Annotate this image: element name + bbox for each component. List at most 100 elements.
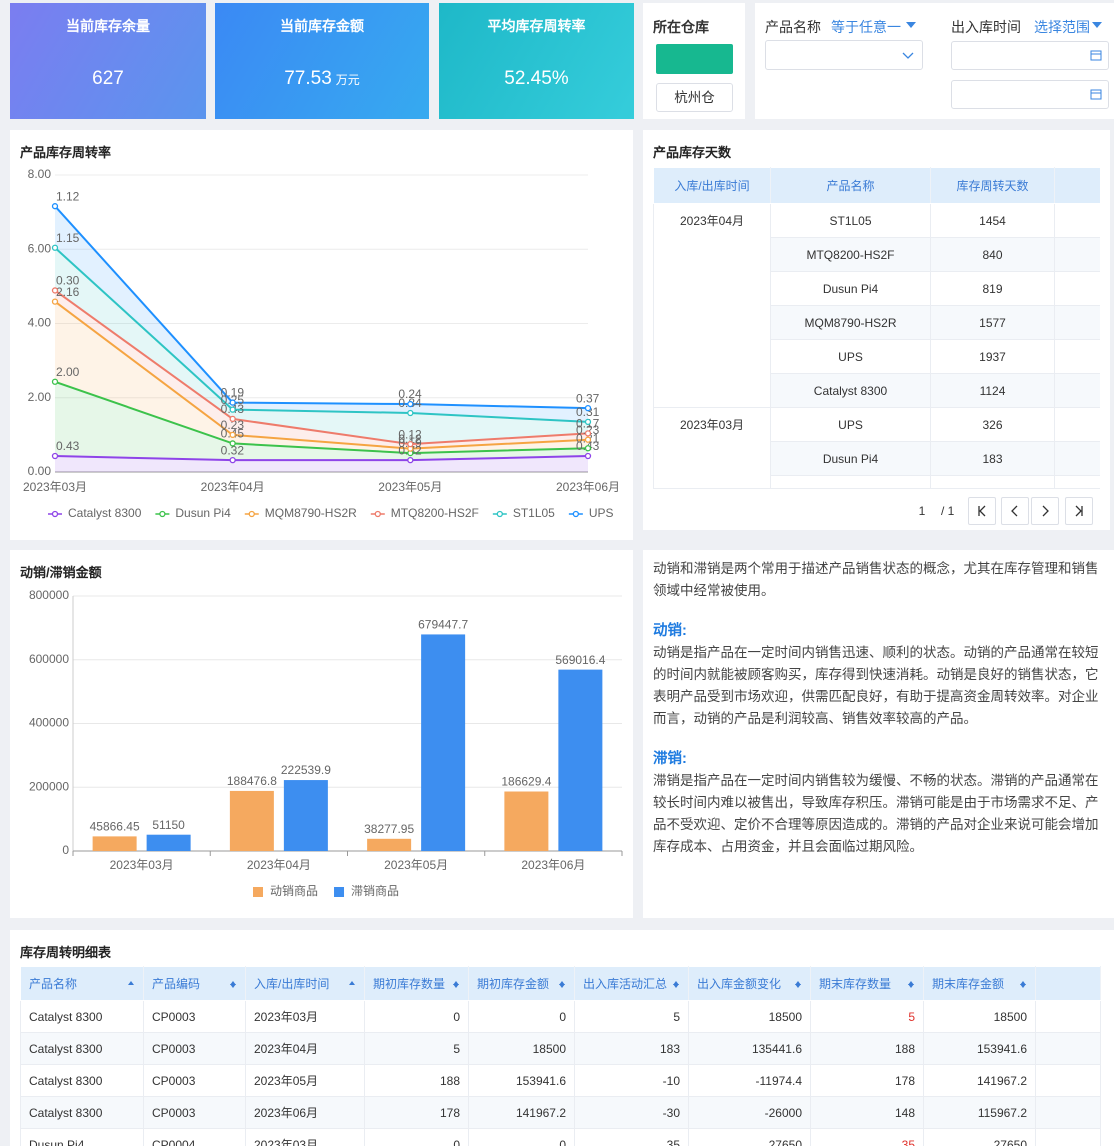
header-row: 入库/出库时间 产品名称 库存周转天数 (653, 167, 1100, 204)
cell: 0 (468, 1128, 575, 1146)
warehouse-button[interactable] (656, 44, 733, 74)
page-next[interactable] (1031, 497, 1059, 525)
cell: Catalyst 8300 (20, 1000, 144, 1033)
column-header: 入库/出库时间 (653, 167, 771, 204)
cell: 840 (930, 237, 1055, 272)
date-end[interactable] (951, 80, 1109, 109)
kpi-label: 当前库存余量 (66, 18, 150, 34)
cell: MTQ8200-HS2F (770, 237, 931, 272)
point (407, 441, 414, 448)
legend-label: UPS (589, 506, 614, 520)
icon (1011, 505, 1018, 517)
series-line (54, 247, 589, 423)
y-tick-label: 600000 (29, 652, 69, 666)
legend-swatch (253, 887, 263, 897)
cell: Dusun Pi4 (20, 1128, 144, 1146)
cell: 2023年03月 (245, 1128, 365, 1146)
column-header[interactable]: 出入库金额变化 (688, 966, 811, 1001)
value-label: 679447.7 (418, 618, 468, 632)
notes-heading: 滞销: (653, 751, 687, 767)
x-tick-label: 2023年06月 (521, 858, 585, 872)
value-label: 2.00 (56, 365, 80, 379)
column-header: 库存周转天数 (930, 167, 1055, 204)
column-header[interactable]: 产品编码 (143, 966, 246, 1001)
column-header[interactable]: 期初库存数量 (364, 966, 469, 1001)
column-header[interactable]: 出入库活动汇总 (574, 966, 689, 1001)
y-tick-label: 0.00 (28, 464, 52, 478)
page-total: / 1 (941, 504, 955, 518)
warehouse-option[interactable]: 杭州仓 (656, 83, 733, 112)
bar-panel: 动销/滞销金额 0 200000 400000 600000 800000 2023年03… (10, 550, 633, 918)
y-tick-label: 800000 (29, 588, 69, 602)
value-label: 0.23 (576, 423, 600, 437)
line-panel: 产品库存周转率 0.00 2.00 4.00 6.00 8.00 2023年03月 2023… (10, 130, 633, 540)
legend-marker (496, 510, 503, 518)
point (407, 456, 414, 464)
sort-icon (908, 978, 915, 989)
kpi-unit: 万元 (335, 73, 360, 87)
point (584, 418, 592, 426)
product-select[interactable] (765, 40, 923, 70)
panel-title: 库存周转明细表 (20, 945, 112, 960)
point (51, 287, 59, 294)
cell: 35 (810, 1128, 924, 1146)
sort-icon (1020, 978, 1027, 989)
y-tick-label: 400000 (29, 716, 69, 730)
series-line (54, 205, 589, 410)
kpi-value: 77.53 (284, 68, 332, 89)
y-tick-label: 0 (62, 843, 69, 857)
column-header[interactable]: 期末库存金额 (923, 966, 1036, 1001)
column-header[interactable]: 产品名称 (20, 966, 144, 1001)
column-header[interactable]: 期初库存金额 (468, 966, 575, 1001)
page-first[interactable] (968, 497, 996, 525)
value-label: 0.43 (56, 439, 80, 453)
table-row: MQM8790-HS2R169 (654, 475, 1100, 488)
value-label: 0.37 (576, 391, 600, 405)
dropdown-caret (1092, 22, 1102, 28)
cell: Dusun Pi4 (770, 271, 931, 306)
point (407, 400, 414, 408)
legend-marker (51, 510, 59, 518)
x-tick-label: 2023年03月 (23, 480, 87, 494)
cell-empty (1035, 1064, 1101, 1097)
cell: 18500 (923, 1000, 1036, 1033)
filter-operator[interactable]: 等于任意一 (831, 19, 901, 35)
filter-operator[interactable]: 选择范围 (1034, 19, 1090, 35)
page-current[interactable]: 1 (908, 497, 936, 525)
cell: 153941.6 (468, 1064, 575, 1097)
cell: UPS (770, 339, 931, 374)
point (584, 452, 592, 460)
cell: Catalyst 8300 (20, 1064, 144, 1097)
column-header[interactable]: 期末库存数量 (810, 966, 924, 1001)
y-tick-label: 4.00 (28, 316, 52, 330)
cell: 2023年03月 (245, 1000, 365, 1033)
legend-marker (374, 510, 381, 518)
date-start[interactable] (951, 41, 1109, 70)
point (584, 404, 592, 412)
page-last[interactable] (1065, 497, 1093, 525)
point (51, 244, 59, 251)
cell: 135441.6 (688, 1032, 811, 1065)
panel-title: 产品库存天数 (653, 145, 732, 160)
cell: 0 (364, 1000, 469, 1033)
cell-empty (1035, 1032, 1101, 1065)
cell: 188 (810, 1032, 924, 1065)
kpi-card: 当前库存余量 627 (10, 3, 206, 119)
value-label: 188476.8 (227, 774, 277, 788)
kpi-card: 平均库存周转率 52.45% (439, 3, 634, 119)
value-label: 0.24 (398, 387, 422, 401)
area-fill (55, 381, 588, 461)
value-label: 1.15 (56, 231, 80, 245)
page-prev[interactable] (1001, 497, 1029, 525)
filter-label: 出入库时间 (951, 19, 1021, 35)
cell: -11974.4 (688, 1064, 811, 1097)
bar-chart: 0 200000 400000 600000 800000 2023年03月 45866.4… (29, 588, 623, 898)
column-header[interactable]: 入库/出库时间 (245, 966, 365, 1001)
point (407, 409, 414, 417)
series-line (54, 300, 589, 450)
cell: 0 (364, 1128, 469, 1146)
table-body: 2023年04月 ST1L05 1454 MTQ8200-HS2F 840 Dusun P… (653, 203, 1100, 488)
cell: Catalyst 8300 (20, 1032, 144, 1065)
calendar-icon (1090, 50, 1102, 61)
point (51, 298, 59, 305)
